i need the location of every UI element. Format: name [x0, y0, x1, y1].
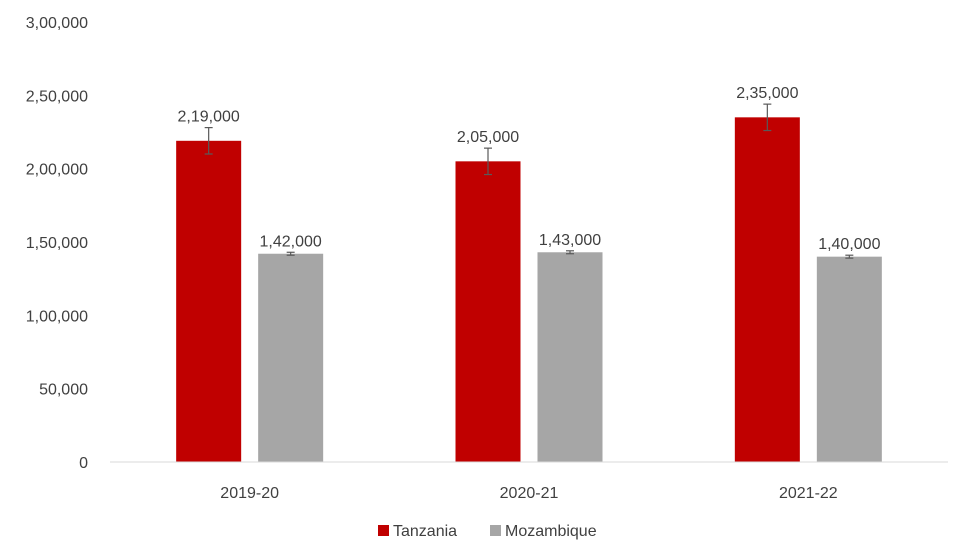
- bar-tanzania-2021-22: [734, 117, 800, 462]
- y-axis: 0 50,000 1,00,000 1,50,000 2,00,000 2,50,000 3…: [26, 15, 88, 472]
- bar-tanzania-2019-20: [176, 140, 242, 463]
- x-axis: 2019-20 2020-21 2021-22: [110, 461, 948, 502]
- y-tick-label: 1,00,000: [26, 308, 88, 325]
- bar-mozambique-2020-21: [537, 252, 603, 462]
- legend-swatch-mozambique: [490, 525, 501, 536]
- data-label: 2,19,000: [178, 109, 240, 126]
- bar-mozambique-2019-20: [258, 253, 324, 462]
- legend-label: Tanzania: [393, 523, 457, 540]
- y-tick-label: 2,00,000: [26, 162, 88, 179]
- bars: 2,19,000 1,42,000 2,05,000 1,43,000 2,35,000…: [176, 85, 882, 463]
- data-label: 2,35,000: [736, 85, 798, 102]
- y-tick-label: 3,00,000: [26, 15, 88, 32]
- y-tick-label: 2,50,000: [26, 88, 88, 105]
- y-tick-label: 50,000: [39, 382, 88, 399]
- x-tick-label: 2021-22: [779, 485, 838, 502]
- legend-swatch-tanzania: [378, 525, 389, 536]
- bar-mozambique-2021-22: [816, 256, 882, 462]
- bar-tanzania-2020-21: [455, 161, 521, 463]
- x-tick-label: 2019-20: [220, 485, 279, 502]
- legend-label: Mozambique: [505, 523, 597, 540]
- y-tick-label: 1,50,000: [26, 235, 88, 252]
- y-tick-label: 0: [79, 455, 88, 472]
- data-label: 1,43,000: [539, 232, 601, 249]
- x-tick-label: 2020-21: [500, 485, 559, 502]
- legend: Tanzania Mozambique: [378, 523, 597, 540]
- data-label: 2,05,000: [457, 129, 519, 146]
- data-label: 1,40,000: [818, 236, 880, 253]
- data-label: 1,42,000: [260, 233, 322, 250]
